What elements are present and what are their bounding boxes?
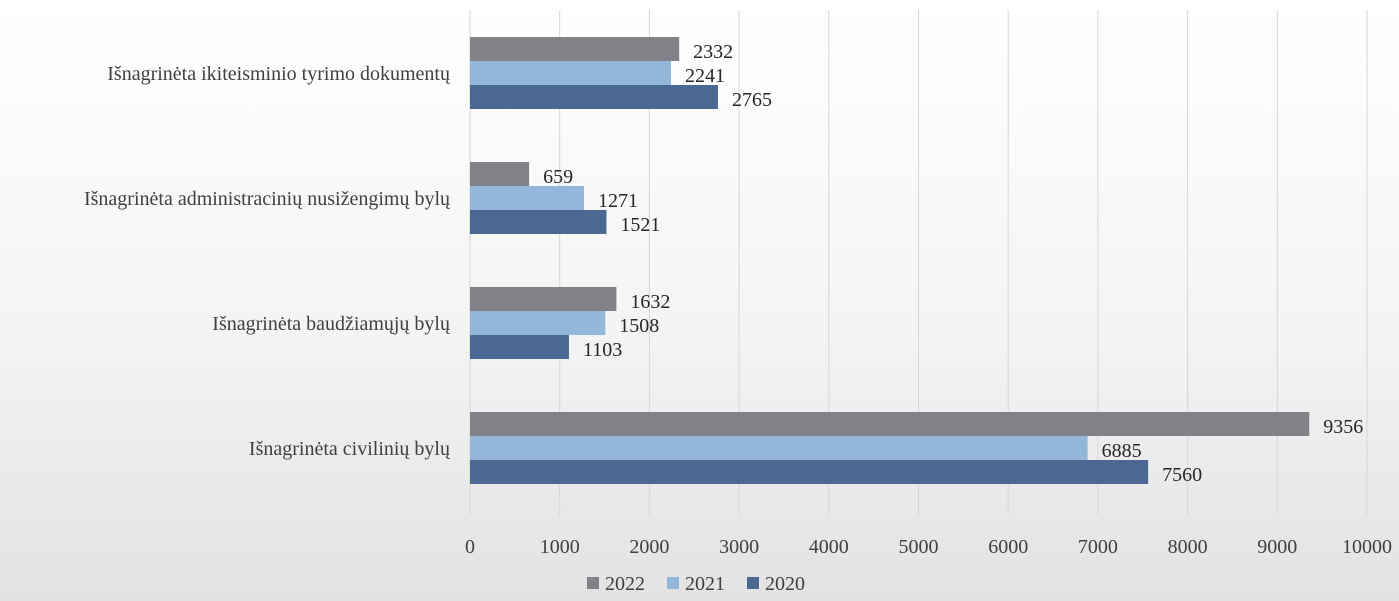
bar-2022 (470, 412, 1310, 436)
x-tick-label: 4000 (809, 536, 849, 558)
bar-2021 (470, 436, 1088, 460)
data-label: 2241 (685, 65, 725, 87)
legend-label: 2021 (685, 573, 725, 595)
x-tick-label: 7000 (1078, 536, 1118, 558)
legend-label: 2022 (605, 573, 645, 595)
x-tick-label: 10000 (1342, 536, 1392, 558)
x-tick-label: 8000 (1168, 536, 1208, 558)
bar-2022 (470, 37, 680, 61)
category-label: Išnagrinėta baudžiamųjų bylų (212, 313, 451, 335)
category-label: Išnagrinėta civilinių bylų (249, 438, 451, 460)
bar-2020 (470, 460, 1149, 484)
legend-label: 2020 (765, 573, 805, 595)
data-label: 1508 (619, 315, 659, 337)
data-label: 1103 (583, 339, 622, 361)
legend-swatch-2021 (667, 577, 679, 589)
bar-2021 (470, 311, 606, 335)
x-axis-tick-labels: 0 1000 2000 3000 4000 5000 6000 7000 8000 9000 100… (465, 536, 1392, 558)
data-label: 7560 (1162, 464, 1202, 486)
legend-swatch-2022 (587, 577, 599, 589)
legend: 2022 2021 2020 (587, 573, 805, 595)
data-label: 9356 (1323, 416, 1363, 438)
data-label: 6885 (1102, 440, 1142, 462)
data-label: 2332 (693, 41, 733, 63)
x-tick-label: 5000 (899, 536, 939, 558)
x-tick-label: 6000 (988, 536, 1028, 558)
bar-2020 (470, 210, 607, 234)
bar-2022 (470, 287, 617, 311)
x-tick-label: 1000 (540, 536, 580, 558)
category-label: Išnagrinėta ikiteisminio tyrimo dokument… (107, 63, 451, 85)
bar-2020 (470, 335, 569, 359)
bars (470, 37, 1310, 484)
bar-2021 (470, 186, 585, 210)
bar-2020 (470, 85, 719, 109)
x-tick-label: 3000 (719, 536, 759, 558)
bar-2021 (470, 61, 672, 85)
data-label: 1521 (620, 214, 660, 236)
category-labels: Išnagrinėta ikiteisminio tyrimo dokument… (84, 63, 451, 460)
category-label: Išnagrinėta administracinių nusižengimų … (84, 188, 451, 210)
x-tick-label: 9000 (1257, 536, 1297, 558)
data-label: 659 (543, 166, 573, 188)
data-label: 2765 (732, 89, 772, 111)
data-label: 1632 (630, 291, 670, 313)
x-tick-label: 0 (465, 536, 475, 558)
x-tick-label: 2000 (629, 536, 669, 558)
bar-2022 (470, 162, 530, 186)
data-label: 1271 (598, 190, 638, 212)
legend-swatch-2020 (747, 577, 759, 589)
